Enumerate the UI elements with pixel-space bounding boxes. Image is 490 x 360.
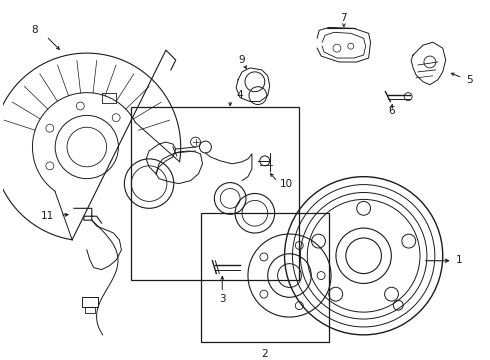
Text: 8: 8 bbox=[31, 25, 38, 35]
Text: 6: 6 bbox=[388, 107, 394, 116]
Bar bbox=[82, 297, 98, 307]
Bar bbox=[200, 213, 329, 342]
Text: 3: 3 bbox=[219, 294, 225, 304]
Bar bbox=[131, 108, 299, 280]
Bar bbox=[85, 307, 95, 313]
Text: 1: 1 bbox=[456, 255, 462, 265]
Text: 9: 9 bbox=[239, 55, 245, 65]
Text: 11: 11 bbox=[41, 211, 54, 221]
Text: 7: 7 bbox=[341, 13, 347, 23]
Text: 10: 10 bbox=[280, 179, 293, 189]
Text: 2: 2 bbox=[262, 348, 268, 359]
Text: 4: 4 bbox=[237, 90, 244, 100]
Text: 5: 5 bbox=[466, 75, 473, 85]
